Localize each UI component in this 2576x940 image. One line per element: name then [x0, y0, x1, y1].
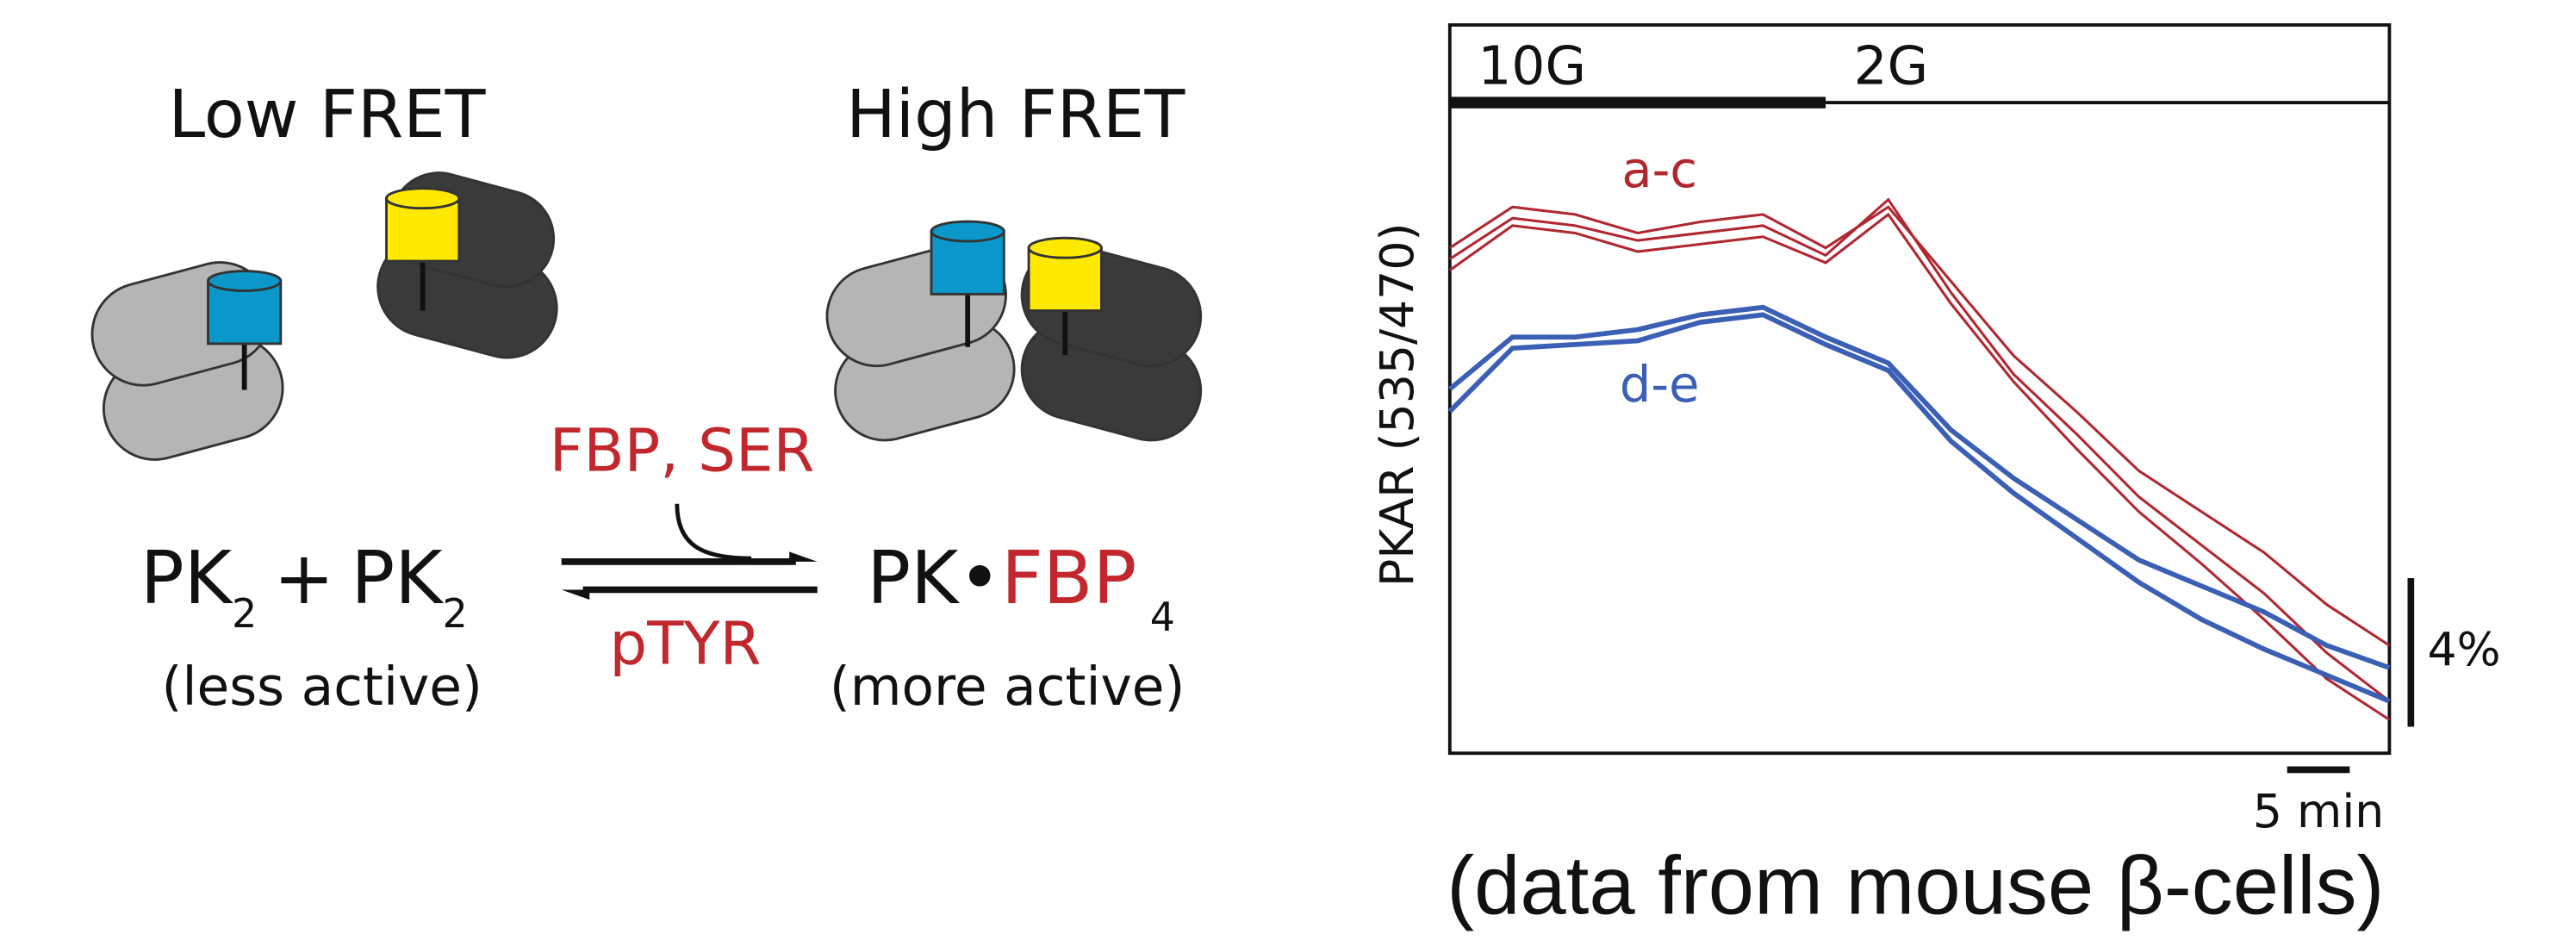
- stimulus-label: 10G: [1478, 35, 1586, 96]
- trace: [1450, 200, 2390, 701]
- series-label: d-e: [1620, 356, 1700, 414]
- trace: [1450, 308, 2390, 668]
- effector: FBP, SER: [550, 416, 815, 485]
- series-label: a-c: [1621, 141, 1697, 199]
- state: (less active): [162, 657, 482, 718]
- x-scale-label: 5 min: [2253, 784, 2384, 838]
- label: Low FRET: [169, 77, 487, 153]
- page: { "diagram": { "low_fret": "Low FRET", "…: [0, 0, 2576, 940]
- high-fret-schematic: [816, 221, 1212, 451]
- y-scale-label: 4%: [2428, 622, 2501, 676]
- y-axis-label: PKAR (535/470): [1370, 223, 1424, 587]
- caption: (data from mouse β-cells): [1447, 840, 2384, 932]
- low-fret-schematic: [81, 162, 568, 471]
- figure: Low FRET High FRET FBP, SER pTYR PK2+PK2…: [0, 0, 2576, 940]
- trace: [1450, 314, 2390, 700]
- effector: pTYR: [609, 610, 761, 679]
- reactant: PK2+PK2: [140, 536, 468, 637]
- equilibrium-arrows: [562, 504, 818, 600]
- label: High FRET: [846, 77, 1185, 153]
- trace: [1450, 207, 2390, 645]
- state: (more active): [830, 657, 1185, 718]
- stimulus-label: 2G: [1854, 35, 1929, 96]
